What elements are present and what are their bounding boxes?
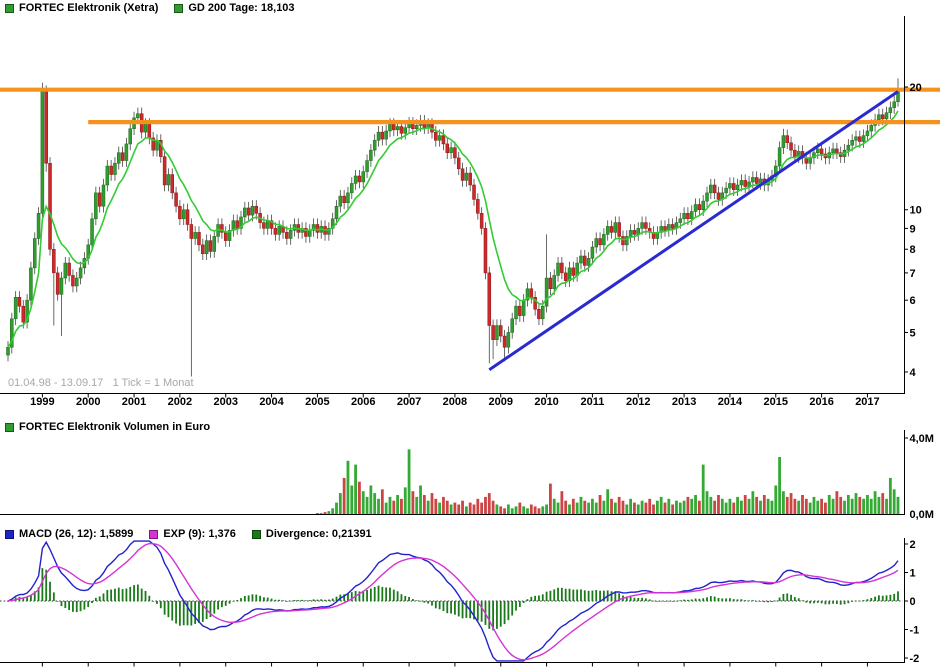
main-chart-legend: FORTEC Elektronik (Xetra) GD 200 Tage: 1… [5,2,295,15]
macd-legend: MACD (26, 12): 1,5899 EXP (9): 1,376 Div… [5,528,372,541]
svg-text:2013: 2013 [672,396,696,408]
trendline[interactable] [488,90,899,372]
macd-swatch-icon [5,530,14,539]
svg-text:2017: 2017 [855,396,879,408]
svg-text:2008: 2008 [443,396,467,408]
macd-axis: 2 1 0 -1 -2 [0,538,919,667]
ma200-label: GD 200 Tage: 18,103 [188,2,295,14]
svg-text:1999: 1999 [30,396,54,408]
svg-text:2007: 2007 [397,396,421,408]
svg-text:10: 10 [910,205,922,217]
svg-text:2010: 2010 [534,396,558,408]
svg-text:2016: 2016 [809,396,833,408]
svg-text:2012: 2012 [626,396,650,408]
svg-text:0: 0 [910,596,916,608]
svg-text:2004: 2004 [259,396,284,408]
svg-text:2014: 2014 [718,396,743,408]
svg-text:2009: 2009 [489,396,513,408]
volume-swatch-icon [5,423,14,432]
series-swatch-icon [5,4,14,13]
divergence-swatch-icon [251,530,261,539]
svg-text:4,0M: 4,0M [910,433,934,445]
exp-swatch-icon [149,530,159,539]
svg-text:2011: 2011 [580,396,604,408]
svg-text:2015: 2015 [764,396,788,408]
resistance-lines[interactable] [0,87,940,125]
candlestick-series [6,78,900,377]
svg-text:-2: -2 [910,653,920,665]
svg-text:6: 6 [910,295,916,307]
svg-text:2006: 2006 [351,396,375,408]
svg-text:0,0M: 0,0M [910,509,934,521]
divergence-label: Divergence: 0,21391 [265,528,372,540]
svg-text:2: 2 [910,539,916,551]
volume-legend: FORTEC Elektronik Volumen in Euro [5,421,210,434]
volume-bars [315,449,900,514]
exp-label: EXP (9): 1,376 [163,528,236,540]
svg-text:4: 4 [910,367,917,379]
ma200-line [7,110,899,348]
svg-text:2001: 2001 [122,396,146,408]
svg-text:2005: 2005 [305,396,329,408]
macd-label: MACD (26, 12): 1,5899 [19,528,134,540]
date-range-note: 01.04.98 - 13.09.17 1 Tick = 1 Monat [8,377,194,389]
svg-text:2002: 2002 [168,396,192,408]
svg-text:9: 9 [910,223,916,235]
svg-text:1: 1 [910,568,916,580]
volume-label: FORTEC Elektronik Volumen in Euro [19,421,211,433]
svg-text:8: 8 [910,244,916,256]
svg-text:7: 7 [910,268,916,280]
price-axis: 20 10 9 8 7 6 5 4 [904,16,922,394]
svg-text:20: 20 [910,82,922,94]
svg-text:5: 5 [910,327,916,339]
series-label: FORTEC Elektronik (Xetra) [19,2,159,14]
time-axis: 1999 2000 2001 2002 2003 2004 2005 2006 2007 2008… [0,393,905,408]
volume-axis: 4,0M 0,0M [0,430,934,521]
svg-text:2000: 2000 [76,396,100,408]
ma200-swatch-icon [174,4,184,13]
svg-text:-1: -1 [910,625,920,637]
macd-plot [0,540,903,662]
svg-text:2003: 2003 [213,396,237,408]
